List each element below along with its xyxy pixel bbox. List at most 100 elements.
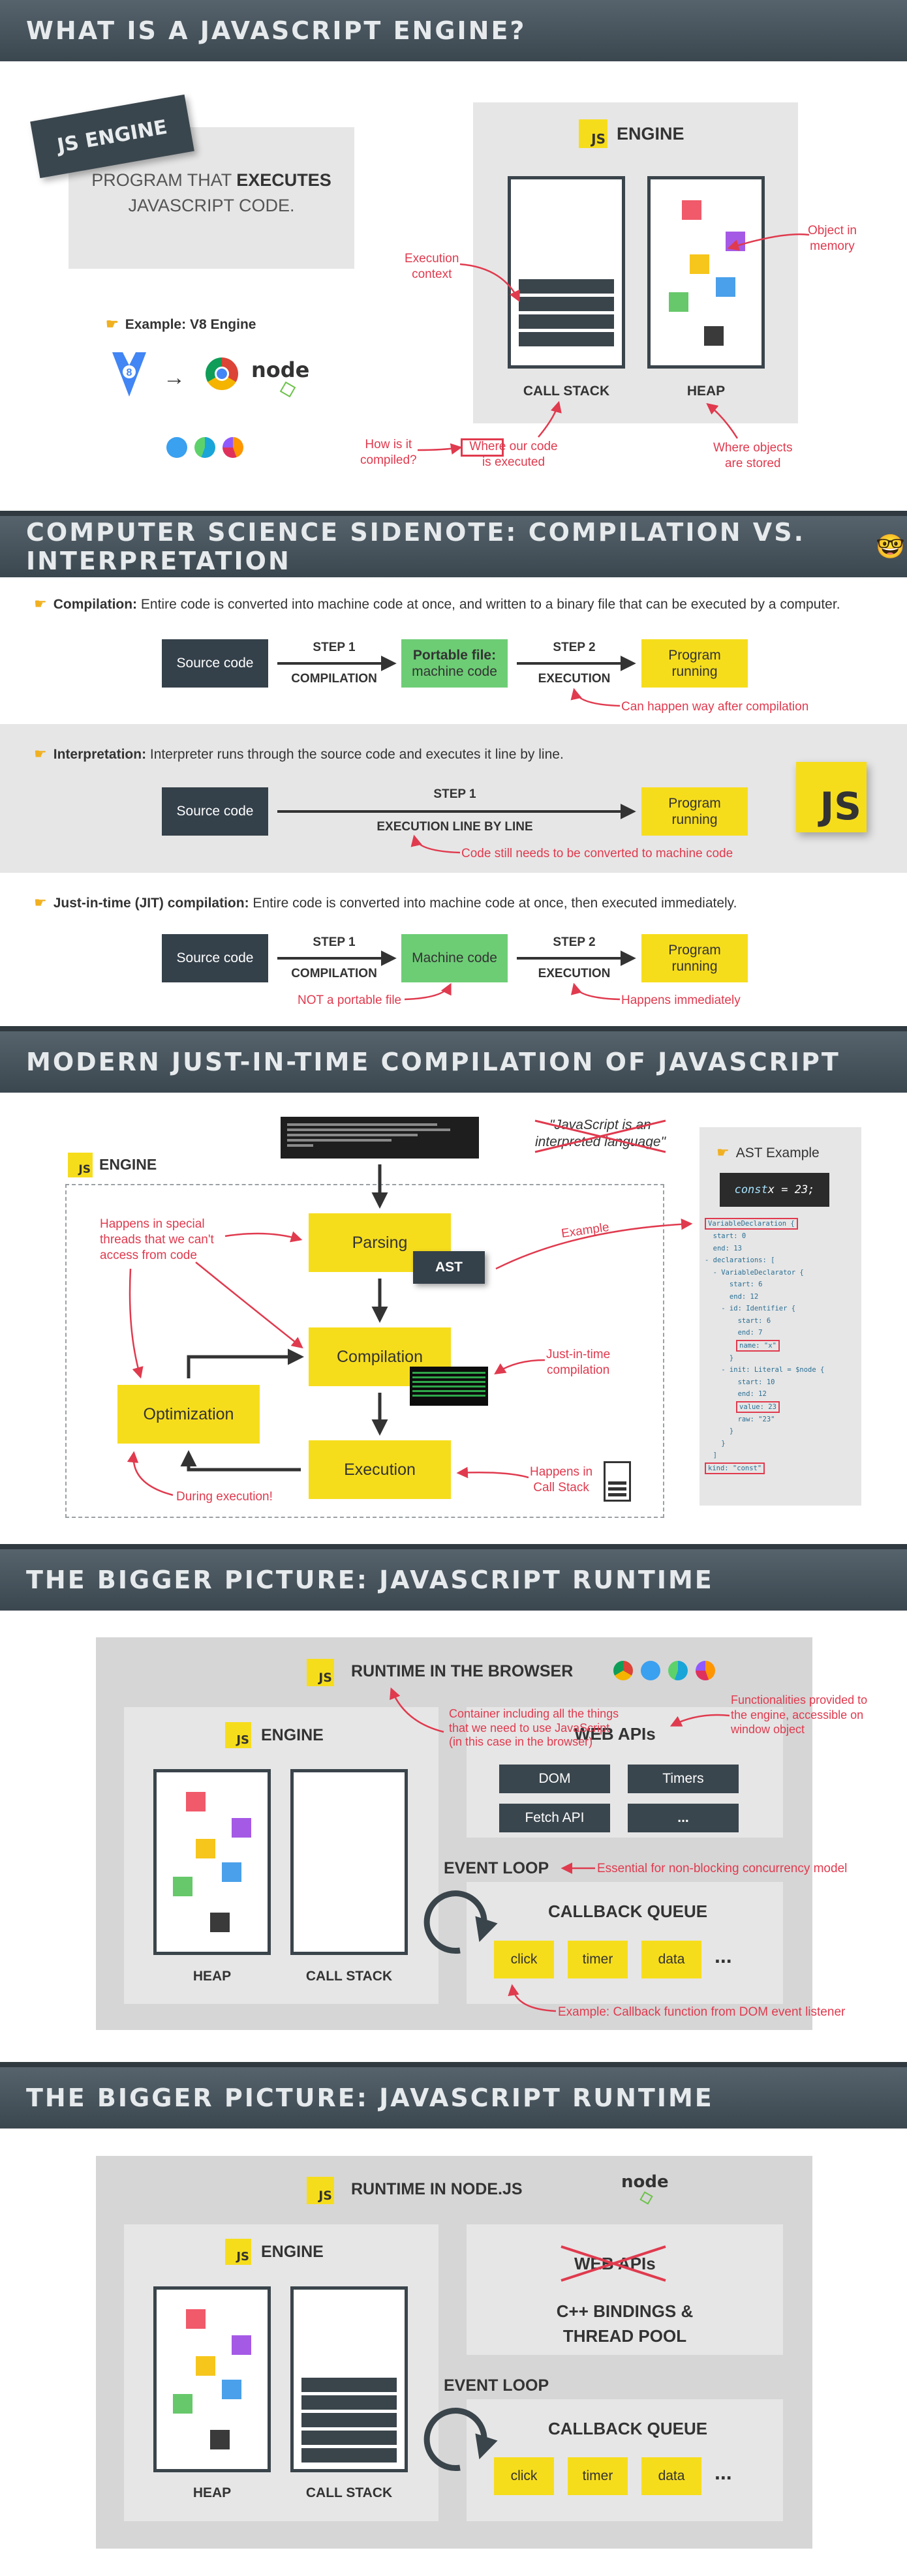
engine-label: ENGINE: [617, 124, 684, 144]
js-badge: JS: [225, 1722, 251, 1748]
code-example: const x = 23;: [720, 1173, 829, 1207]
step-label: EXECUTION LINE BY LINE: [377, 820, 533, 834]
call-stack-icon: [604, 1461, 631, 1502]
js-badge: JS: [307, 2177, 334, 2204]
ast-line: raw: "23": [705, 1415, 775, 1423]
machine-code-box: Machine code: [401, 934, 508, 982]
ast-line: VariableDeclaration {: [705, 1218, 798, 1230]
object-in-memory-note: Object in memory: [808, 224, 857, 253]
node-logo: node: [251, 357, 310, 382]
node-logo: node: [621, 2172, 669, 2192]
timers-api: Timers: [628, 1765, 739, 1793]
ast-line: value: 23: [736, 1401, 780, 1413]
step-label: STEP 1: [313, 641, 356, 654]
ast-line: - VariableDeclarator {: [705, 1268, 804, 1277]
dom-api: DOM: [499, 1765, 610, 1793]
queue-item-data: data: [641, 1941, 701, 1978]
code-snippet: [281, 1117, 479, 1159]
edge-icon: [668, 1661, 688, 1680]
runtime-title: RUNTIME IN THE BROWSER: [351, 1662, 574, 1680]
engine-label: ENGINE: [99, 1156, 157, 1173]
ast-line: end: 7: [705, 1329, 763, 1337]
ast-line: - declarations: [: [705, 1256, 775, 1264]
engine-dashed-box: [65, 1184, 664, 1518]
memory-object: [669, 292, 688, 312]
pointing-hand-icon: ☛: [34, 746, 47, 762]
interpretation-band: [0, 724, 907, 873]
call-stack-box: [290, 2286, 408, 2472]
callback-queue-label: CALLBACK QUEUE: [548, 1902, 708, 1921]
source-code-box: Source code: [162, 787, 268, 836]
program-running-box: Program running: [641, 787, 748, 836]
ast-line: start: 10: [705, 1378, 775, 1386]
ast-line: ]: [705, 1451, 717, 1459]
portable-file-box: Portable file: machine code: [401, 639, 508, 688]
functionalities-note: Functionalities provided to the engine, …: [731, 1693, 868, 1736]
ast-line: }: [705, 1354, 734, 1362]
step-label: STEP 2: [553, 641, 596, 654]
queue-item-timer: timer: [568, 1941, 628, 1978]
strikethrough-icon: [561, 2245, 666, 2282]
call-stack-label: CALL STACK: [305, 2485, 393, 2500]
memory-object: [690, 254, 709, 274]
more-apis: ...: [628, 1804, 739, 1832]
queue-item-click: click: [494, 2457, 554, 2495]
compilation-definition: ☛ Compilation: Entire code is converted i…: [34, 596, 840, 612]
essential-note: Essential for non-blocking concurrency m…: [597, 1862, 848, 1875]
during-execution-note: During execution!: [176, 1490, 273, 1504]
js-badge: JS: [307, 1659, 334, 1686]
js-badge: JS: [579, 119, 607, 148]
queue-item-timer: timer: [568, 2457, 628, 2495]
still-converted-note: Code still needs to be converted to mach…: [461, 847, 733, 860]
container-note: Container including all the things that …: [449, 1707, 619, 1749]
section-header: What is a JavaScript Engine?: [0, 0, 907, 61]
ast-line: end: 13: [705, 1244, 742, 1252]
heap-label: HEAP: [192, 2485, 232, 2500]
queue-more: ...: [715, 2461, 732, 2484]
queue-item-click: click: [494, 1941, 554, 1978]
jit-note: Just-in-time compilation: [546, 1348, 611, 1377]
execution-box: Execution: [309, 1440, 451, 1499]
step-label: STEP 1: [313, 935, 356, 949]
memory-object: [682, 200, 701, 220]
strikethrough-icon: [534, 1119, 666, 1153]
engine-label: ENGINE: [261, 2243, 324, 2261]
call-stack-box: [508, 176, 625, 369]
step-label: COMPILATION: [291, 672, 377, 686]
section-header: Modern just-in-time compilation of JavaS…: [0, 1031, 907, 1093]
section4-arrows: [390, 1687, 730, 2012]
how-compiled-note: How is it compiled?: [360, 438, 417, 467]
ast-line: name: "x": [736, 1339, 780, 1352]
machine-code-image: [410, 1367, 488, 1406]
heap-label: HEAP: [686, 384, 726, 399]
interpretation-definition: ☛ Interpretation: Interpreter runs throug…: [34, 746, 564, 762]
way-after-note: Can happen way after compilation: [621, 700, 809, 714]
ast-line: end: 12: [705, 1292, 759, 1301]
callback-example-note: Example: Callback function from DOM even…: [558, 2005, 846, 2019]
chrome-icon: [613, 1661, 633, 1680]
chrome-logo: [206, 357, 238, 390]
ast-line: - init: Literal = $node {: [705, 1366, 825, 1374]
ast-line: start: 6: [705, 1316, 771, 1325]
bindings-label: C++ BINDINGS & THREAD POOL: [556, 2301, 694, 2346]
nerd-face-icon: 🤓: [876, 534, 907, 560]
ast-line: start: 6: [705, 1280, 763, 1288]
ast-line: kind: "const": [705, 1462, 765, 1474]
v8-logo: 8: [112, 352, 146, 397]
happens-immediately-note: Happens immediately: [621, 993, 741, 1007]
js-logo: JS: [796, 762, 867, 832]
special-threads-note: Happens in special threads that we can't…: [100, 1217, 214, 1262]
example-v8: ☛ Example: V8 Engine: [106, 316, 256, 332]
source-code-box: Source code: [162, 639, 268, 688]
section-header: The bigger picture: JavaScript Runtime: [0, 1549, 907, 1611]
pointing-hand-icon: ☛: [34, 894, 47, 911]
ast-line: end: 12: [705, 1390, 767, 1398]
firefox-icon: [696, 1661, 715, 1680]
where-stored-note: Where objects are stored: [713, 441, 793, 470]
step-label: EXECUTION: [538, 672, 611, 686]
queue-item-data: data: [641, 2457, 701, 2495]
js-badge: JS: [68, 1153, 93, 1177]
step-label: STEP 2: [553, 935, 596, 949]
ast-example-title: ☛ AST Example: [716, 1144, 820, 1160]
event-loop-label: EVENT LOOP: [444, 2376, 549, 2395]
